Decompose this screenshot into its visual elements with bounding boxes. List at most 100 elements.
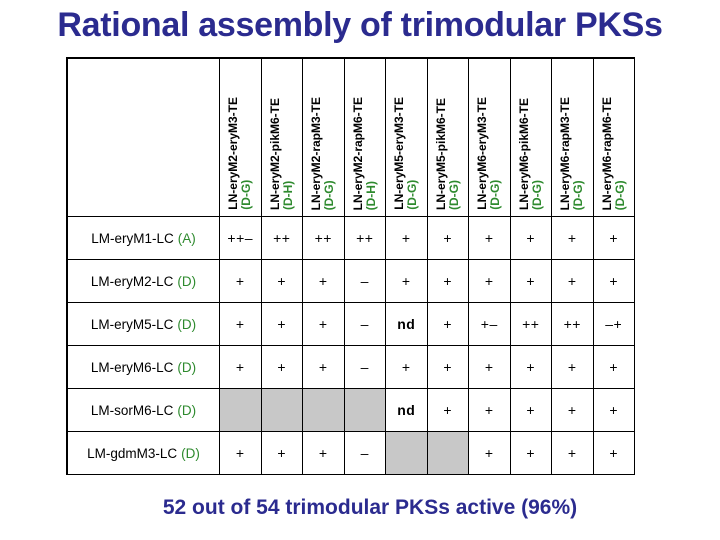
column-header-text: LN-eryM6-rapM6-TE (D-G) bbox=[599, 96, 627, 210]
table-cell: + bbox=[510, 217, 552, 260]
table-cell: – bbox=[344, 303, 386, 346]
column-construct-name: LN-eryM2-pikM6-TE bbox=[267, 97, 282, 210]
table-cell-shaded bbox=[303, 389, 345, 432]
table-cell: + bbox=[469, 432, 511, 475]
table-cell: + bbox=[220, 346, 262, 389]
row-construct-name: LM-eryM6-LC bbox=[90, 359, 174, 375]
column-header-text: LN-eryM6-rapM3-TE (D-G) bbox=[558, 97, 585, 210]
table-cell: ++ bbox=[552, 303, 594, 346]
row-construct-name: LM-gdmM3-LC bbox=[87, 445, 178, 461]
table-cell: + bbox=[261, 346, 303, 389]
table-cell: ++ bbox=[261, 217, 303, 260]
column-header-text: LN-eryM2-eryM3-TE (D-G) bbox=[226, 97, 253, 210]
table-cell: + bbox=[220, 432, 262, 475]
table-cell: ++– bbox=[220, 217, 262, 260]
table-cell: + bbox=[261, 260, 303, 303]
table-cell-shaded bbox=[220, 389, 262, 432]
table-cell: nd bbox=[386, 303, 428, 346]
summary-footer: 52 out of 54 trimodular PKSs active (96%… bbox=[162, 496, 578, 519]
table-cell: nd bbox=[386, 389, 428, 432]
table-cell-shaded bbox=[261, 389, 303, 432]
table-cell: + bbox=[386, 260, 428, 303]
table-cell: + bbox=[510, 346, 552, 389]
row-construct-name: LM-eryM5-LC bbox=[90, 316, 174, 332]
table-cell: + bbox=[510, 389, 552, 432]
table-cell: +– bbox=[469, 303, 511, 346]
table-cell: + bbox=[261, 303, 303, 346]
column-header: LN-eryM6-pikM6-TE (D-G) bbox=[510, 59, 552, 217]
column-header-text: LN-eryM6-eryM3-TE (D-G) bbox=[475, 97, 503, 210]
table-cell: + bbox=[469, 260, 511, 303]
table-cell: + bbox=[427, 346, 469, 389]
table-cell: + bbox=[593, 346, 635, 389]
column-header-text: LN-eryM5-pikM6-TE (D-G) bbox=[434, 98, 461, 210]
table-cell: + bbox=[510, 260, 552, 303]
table-corner bbox=[68, 59, 220, 217]
table-cell: + bbox=[303, 432, 345, 475]
table-cell: + bbox=[593, 432, 635, 475]
table-cell-shaded bbox=[386, 432, 428, 475]
row-construct-group: (D) bbox=[177, 273, 197, 289]
row-header: LM-eryM5-LC (D) bbox=[68, 303, 220, 346]
row-construct-group: (D) bbox=[177, 316, 197, 332]
table-cell: + bbox=[427, 260, 469, 303]
column-construct-name: LN-eryM6-rapM6-TE bbox=[599, 96, 614, 210]
table-cell: + bbox=[427, 217, 469, 260]
row-construct-group: (D) bbox=[177, 402, 197, 418]
column-header-text: LN-eryM2-rapM3-TE (D-G) bbox=[309, 97, 337, 210]
table-cell: + bbox=[552, 389, 594, 432]
row-construct-group: (D) bbox=[177, 359, 197, 375]
table-cell: + bbox=[303, 260, 345, 303]
row-header: LM-gdmM3-LC (D) bbox=[68, 432, 220, 475]
row-construct-name: LM-eryM1-LC bbox=[91, 230, 174, 246]
column-construct-name: LN-eryM2-rapM6-TE bbox=[350, 96, 365, 210]
table-cell: + bbox=[593, 217, 635, 260]
column-header: LN-eryM6-eryM3-TE (D-G) bbox=[469, 59, 511, 217]
column-header-text: LN-eryM5-eryM3-TE (D-G) bbox=[392, 97, 419, 210]
column-header-text: LN-eryM2-rapM6-TE (D-H) bbox=[350, 96, 378, 210]
table-cell: – bbox=[344, 260, 386, 303]
column-construct-group: (D-G) bbox=[612, 180, 627, 210]
column-header-text: LN-eryM6-pikM6-TE (D-G) bbox=[516, 97, 544, 210]
table-cell: + bbox=[552, 260, 594, 303]
column-header: LN-eryM2-pikM6-TE (D-H) bbox=[261, 59, 303, 217]
row-construct-group: (D) bbox=[181, 445, 200, 461]
column-construct-name: LN-eryM6-pikM6-TE bbox=[516, 97, 531, 210]
table-cell: ++ bbox=[510, 303, 552, 346]
table-cell: ++ bbox=[344, 217, 386, 260]
table-cell: + bbox=[510, 432, 552, 475]
column-header: LN-eryM5-eryM3-TE (D-G) bbox=[386, 59, 428, 217]
row-construct-group: (A) bbox=[177, 230, 196, 246]
column-header: LN-eryM2-rapM6-TE (D-H) bbox=[344, 59, 386, 217]
column-header: LN-eryM2-rapM3-TE (D-G) bbox=[303, 59, 345, 217]
table-cell: + bbox=[593, 260, 635, 303]
column-header: LN-eryM2-eryM3-TE (D-G) bbox=[220, 59, 262, 217]
row-construct-name: LM-eryM2-LC bbox=[90, 273, 174, 289]
column-header: LN-eryM6-rapM6-TE (D-G) bbox=[593, 59, 635, 217]
table-cell: – bbox=[344, 346, 386, 389]
table-cell: + bbox=[220, 303, 262, 346]
row-header: LM-eryM6-LC (D) bbox=[68, 346, 220, 389]
table-cell-shaded bbox=[427, 432, 469, 475]
slide-title: Rational assembly of trimodular PKSs bbox=[57, 6, 663, 44]
table-cell: + bbox=[552, 217, 594, 260]
row-header: LM-eryM2-LC (D) bbox=[68, 260, 220, 303]
table-cell: + bbox=[427, 303, 469, 346]
column-header-text: LN-eryM2-pikM6-TE (D-H) bbox=[267, 97, 295, 210]
table-cell: –+ bbox=[593, 303, 635, 346]
table-cell: + bbox=[261, 432, 303, 475]
column-construct-group: (D-G) bbox=[322, 180, 337, 210]
table-cell: + bbox=[469, 346, 511, 389]
column-construct-group: (D-G) bbox=[488, 180, 503, 210]
table-cell: + bbox=[386, 346, 428, 389]
row-construct-name: LM-sorM6-LC bbox=[90, 402, 174, 418]
table-cell: + bbox=[469, 217, 511, 260]
table-cell: + bbox=[593, 389, 635, 432]
column-header: LN-eryM6-rapM3-TE (D-G) bbox=[552, 59, 594, 217]
table-cell: + bbox=[552, 346, 594, 389]
table-cell: + bbox=[469, 389, 511, 432]
table-cell: + bbox=[386, 217, 428, 260]
column-construct-group: (D-H) bbox=[280, 180, 295, 210]
table-cell: ++ bbox=[303, 217, 345, 260]
column-construct-group: (D-G) bbox=[529, 180, 544, 210]
